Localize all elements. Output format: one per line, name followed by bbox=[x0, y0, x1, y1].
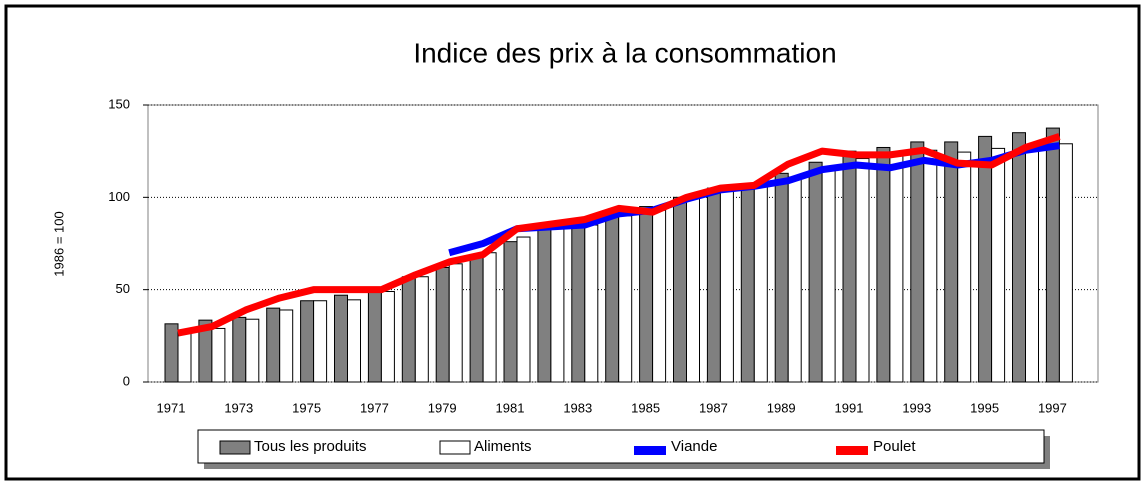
legend-label: Aliments bbox=[474, 438, 532, 455]
plot: 0 50 100 150 1971 1973 1975 1977 1979 1981 1983 198… bbox=[108, 96, 1099, 415]
bar bbox=[334, 294, 348, 383]
y-tick-label: 150 bbox=[108, 96, 130, 111]
bar bbox=[618, 215, 633, 383]
legend-items: Tous les produits Aliments Viande Poulet bbox=[219, 438, 916, 455]
bar bbox=[753, 183, 768, 383]
bar bbox=[991, 147, 1006, 383]
bar bbox=[605, 213, 620, 383]
bar bbox=[686, 196, 700, 383]
bar bbox=[652, 209, 667, 383]
x-tick-label: 1985 bbox=[631, 400, 660, 415]
bar bbox=[211, 327, 226, 383]
bar bbox=[414, 276, 429, 383]
x-tick-label: 1987 bbox=[699, 400, 728, 415]
bar bbox=[347, 299, 361, 383]
x-tick-label: 1975 bbox=[292, 400, 321, 415]
bar bbox=[279, 309, 294, 383]
bar bbox=[944, 141, 959, 383]
bar bbox=[482, 252, 497, 383]
bar bbox=[232, 316, 247, 383]
bar bbox=[910, 141, 925, 383]
bar bbox=[584, 224, 599, 383]
legend-swatch bbox=[836, 446, 868, 455]
bar bbox=[537, 228, 552, 383]
legend-swatch bbox=[634, 446, 666, 455]
bar bbox=[719, 187, 734, 383]
bar bbox=[1012, 132, 1026, 383]
bar bbox=[957, 151, 972, 383]
x-tick-label: 1991 bbox=[835, 400, 864, 415]
bar bbox=[516, 236, 531, 383]
bar bbox=[1025, 147, 1039, 383]
chart-title: Indice des prix à la consommation bbox=[413, 37, 836, 68]
x-tick-label: 1983 bbox=[563, 400, 592, 415]
bar bbox=[639, 206, 654, 383]
bar bbox=[469, 254, 484, 383]
bar bbox=[808, 161, 823, 383]
bar bbox=[1058, 143, 1073, 383]
bar bbox=[774, 172, 789, 383]
bar bbox=[380, 291, 395, 383]
bar bbox=[313, 300, 328, 383]
bar bbox=[673, 196, 687, 383]
y-tick-label: 0 bbox=[123, 373, 130, 388]
line bbox=[177, 133, 1061, 337]
bar bbox=[1045, 127, 1060, 383]
x-tick-label: 1973 bbox=[224, 400, 253, 415]
x-tick-label: 1989 bbox=[767, 400, 796, 415]
y-tick-label: 50 bbox=[116, 281, 130, 296]
legend-label: Tous les produits bbox=[254, 438, 367, 455]
x-tick-label: 1997 bbox=[1038, 400, 1067, 415]
bar bbox=[245, 318, 260, 383]
x-tick-label: 1971 bbox=[157, 400, 186, 415]
y-axis-label: 1986 = 100 bbox=[51, 211, 66, 276]
x-tick-label: 1977 bbox=[360, 400, 389, 415]
bar bbox=[787, 176, 802, 383]
bar bbox=[876, 146, 891, 383]
bar bbox=[266, 307, 281, 383]
bar bbox=[889, 154, 904, 383]
legend bbox=[197, 429, 1045, 464]
bar bbox=[164, 323, 179, 383]
legend-label: Poulet bbox=[873, 438, 916, 455]
bar bbox=[706, 187, 721, 383]
legend-swatch bbox=[439, 440, 471, 455]
bar bbox=[550, 228, 565, 383]
bar bbox=[300, 300, 315, 383]
bar bbox=[571, 222, 586, 383]
bar bbox=[923, 149, 938, 383]
bar bbox=[435, 267, 450, 383]
x-tick-label: 1995 bbox=[970, 400, 999, 415]
bar bbox=[978, 135, 993, 383]
bar bbox=[401, 276, 416, 383]
bar bbox=[503, 241, 518, 383]
bar bbox=[821, 167, 836, 383]
bar bbox=[855, 158, 870, 383]
x-tick-label: 1979 bbox=[428, 400, 457, 415]
x-tick-label: 1993 bbox=[902, 400, 931, 415]
bar bbox=[740, 183, 755, 383]
y-tick-label: 100 bbox=[108, 189, 130, 204]
bar bbox=[842, 150, 857, 383]
legend-label: Viande bbox=[671, 438, 717, 455]
x-tick-label: 1981 bbox=[496, 400, 525, 415]
bar bbox=[177, 331, 192, 383]
legend-swatch bbox=[219, 440, 251, 455]
bar bbox=[367, 289, 382, 383]
bar bbox=[448, 263, 463, 383]
